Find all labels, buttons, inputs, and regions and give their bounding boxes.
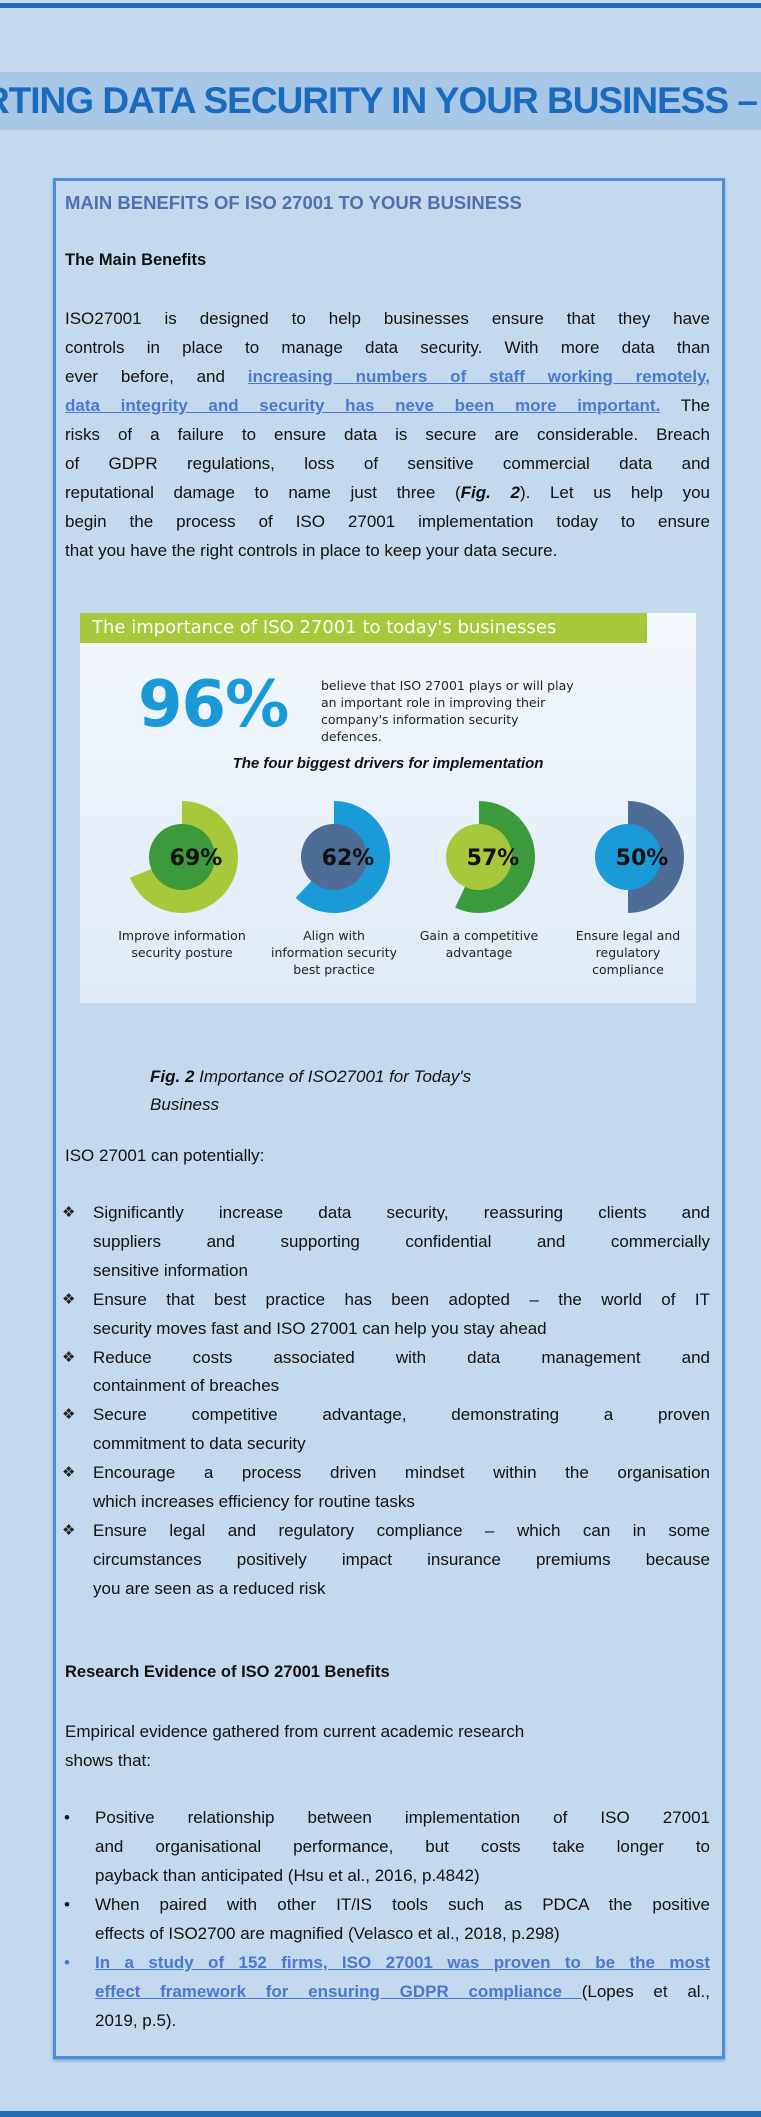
drivers-donut-charts: 69% 62% 57% 50% xyxy=(129,801,684,913)
citation: (Lopes et al., xyxy=(581,1982,710,2001)
driver-label: Improve information security posture xyxy=(118,928,246,960)
donut-center xyxy=(149,824,215,890)
bullet-line: Ensure legal and regulatory compliance –… xyxy=(93,1520,710,1540)
bullet-line: circumstances positively impact insuranc… xyxy=(93,1549,710,1569)
diamond-bullet-icon: ❖ xyxy=(62,1405,76,1424)
research-line: When paired with other IT/IS tools such … xyxy=(95,1895,710,1914)
headline-stat: 96% xyxy=(138,668,289,742)
paragraph-line: that you have the right controls in plac… xyxy=(65,541,558,560)
bullet-dot-icon: • xyxy=(64,1953,70,1972)
research-line: and organisational performance, but cost… xyxy=(95,1837,710,1856)
paragraph-line: controls in place to manage data securit… xyxy=(65,338,710,357)
paragraph-line: ever before, and increasing numbers of s… xyxy=(65,362,710,391)
research-line: Positive relationship between implementa… xyxy=(95,1808,710,1827)
bullet-line: Encourage a process driven mindset withi… xyxy=(93,1463,710,1483)
research-line: payback than anticipated (Hsu et al., 20… xyxy=(95,1866,480,1885)
donut-center xyxy=(595,824,661,890)
research-line: effect framework for ensuring GDPR compl… xyxy=(95,1977,710,2006)
bullet-line: Significantly increase data security, re… xyxy=(93,1203,710,1222)
paragraph-line: begin the process of ISO 27001 implement… xyxy=(65,512,710,531)
headline-text: believe that ISO 27001 plays or will pla… xyxy=(321,678,574,744)
infographic: The importance of ISO 27001 to today's b… xyxy=(80,613,696,1003)
diamond-bullet-icon: ❖ xyxy=(62,1463,76,1482)
diamond-bullet-icon: ❖ xyxy=(62,1347,76,1366)
main-benefits-heading: The Main Benefits xyxy=(65,251,207,269)
bottom-rule xyxy=(0,2111,761,2117)
figure-caption: Fig. 2 Importance of ISO27001 for Today'… xyxy=(150,1063,471,1091)
research-lead: Empirical evidence gathered from current… xyxy=(65,1722,525,1741)
donut-value-label: 50% xyxy=(616,846,669,871)
donut-value-label: 57% xyxy=(467,846,520,871)
driver-donut: 50% xyxy=(595,801,684,913)
driver-donut: 62% xyxy=(295,801,390,913)
drivers-title: The four biggest drivers for implementat… xyxy=(232,755,544,772)
diamond-bullet-icon: ❖ xyxy=(62,1203,76,1221)
bullet-line: Reduce costs associated with data manage… xyxy=(93,1347,710,1367)
bullet-line: you are seen as a reduced risk xyxy=(93,1578,326,1598)
donut-arc xyxy=(129,801,238,913)
research-heading: Research Evidence of ISO 27001 Benefits xyxy=(65,1663,390,1681)
inline-link[interactable]: In a study of 152 firms, ISO 27001 was p… xyxy=(95,1953,710,1972)
research-line: effects of ISO2700 are magnified (Velasc… xyxy=(95,1924,560,1943)
donut-value-label: 69% xyxy=(170,846,223,871)
caption-text: Importance of ISO27001 for Today's xyxy=(194,1067,472,1086)
research-lead: shows that: xyxy=(65,1751,151,1770)
paragraph-line: risks of a failure to ensure data is sec… xyxy=(65,425,710,444)
title-banner: RTING DATA SECURITY IN YOUR BUSINESS – xyxy=(0,72,761,130)
diamond-bullet-icon: ❖ xyxy=(62,1520,76,1539)
caption-figure-number: Fig. 2 xyxy=(150,1067,195,1086)
inline-link[interactable]: effect framework for ensuring GDPR compl… xyxy=(95,1982,582,2001)
donut-value-label: 62% xyxy=(322,846,375,871)
bullet-dot-icon: • xyxy=(64,1895,70,1914)
bullet-line: containment of breaches xyxy=(93,1376,280,1396)
text: reputational damage to name just three ( xyxy=(65,483,461,502)
paragraph-line: ISO27001 is designed to help businesses … xyxy=(65,309,710,328)
paragraph-line: data integrity and security has neve bee… xyxy=(65,391,710,420)
bullet-dot-icon: • xyxy=(64,1808,70,1827)
bullet-line: Ensure that best practice has been adopt… xyxy=(93,1289,710,1309)
text: The xyxy=(660,396,710,415)
potential-lead: ISO 27001 can potentially: xyxy=(65,1146,265,1165)
infographic-banner: The importance of ISO 27001 to today's b… xyxy=(80,613,647,643)
donut-center xyxy=(301,824,367,890)
figure-caption-line2: Business xyxy=(150,1095,219,1114)
driver-donut: 69% xyxy=(129,801,238,913)
bullet-line: suppliers and supporting confidential an… xyxy=(93,1231,710,1251)
driver-donut: 57% xyxy=(446,801,535,913)
text: ). Let us help you xyxy=(519,483,710,502)
bullet-line: commitment to data security xyxy=(93,1434,306,1454)
bullet-line: sensitive information xyxy=(93,1260,248,1280)
bullet-line: security moves fast and ISO 27001 can he… xyxy=(93,1318,547,1338)
inline-link[interactable]: increasing numbers of staff working remo… xyxy=(247,367,710,386)
section-heading: MAIN BENEFITS OF ISO 27001 TO YOUR BUSIN… xyxy=(65,192,522,213)
benefits-panel xyxy=(53,178,725,2059)
text: ever before, and xyxy=(65,367,248,386)
donut-center xyxy=(446,824,512,890)
inline-link[interactable]: data integrity and security has neve bee… xyxy=(65,396,661,415)
paragraph-line: reputational damage to name just three (… xyxy=(65,478,710,507)
driver-label: Ensure legal and regulatory compliance xyxy=(575,928,681,977)
bullet-line: which increases efficiency for routine t… xyxy=(93,1492,415,1511)
driver-label: Align with information security best pra… xyxy=(270,928,398,977)
page-title: RTING DATA SECURITY IN YOUR BUSINESS – xyxy=(0,80,758,121)
research-line: 2019, p.5). xyxy=(95,2011,177,2030)
figure-reference: Fig. 2 xyxy=(460,483,520,502)
diamond-bullet-icon: ❖ xyxy=(62,1289,76,1308)
bullet-line: Secure competitive advantage, demonstrat… xyxy=(93,1405,710,1425)
research-line: In a study of 152 firms, ISO 27001 was p… xyxy=(95,1948,710,1977)
driver-label: Gain a competitive advantage xyxy=(419,928,539,960)
paragraph-line: of GDPR regulations, loss of sensitive c… xyxy=(65,454,710,473)
top-rule xyxy=(0,3,761,8)
